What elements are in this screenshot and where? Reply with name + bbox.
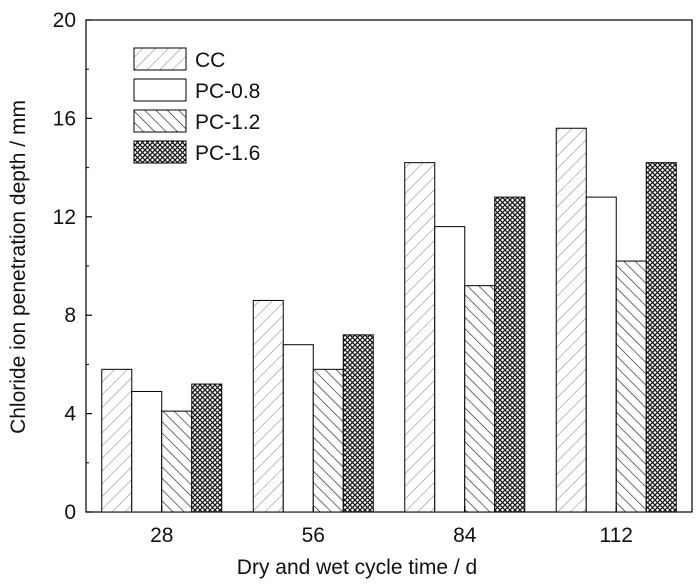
- bar-PC-0.8-112: [585, 196, 617, 513]
- bar-PC-0.8-56: [282, 344, 314, 513]
- legend-swatch-PC-0.8: [133, 78, 187, 102]
- y-tick-label-12: 12: [53, 206, 76, 229]
- bar-PC-1.6-112: [645, 162, 677, 513]
- x-tick-label-84: 84: [453, 524, 477, 547]
- bar-PC-1.2-56: [312, 368, 344, 513]
- bar-PC-1.2-28: [161, 410, 193, 513]
- bar-PC-1.2-112: [615, 260, 647, 513]
- bar-PC-0.8-84: [434, 226, 466, 513]
- y-axis: 0 4 8 12 16 20: [53, 9, 92, 524]
- bar-CC-28: [101, 368, 133, 513]
- legend-swatch-PC-1.2: [133, 109, 187, 133]
- x-tick-label-56: 56: [302, 524, 325, 547]
- legend-swatch-PC-1.6: [133, 140, 187, 164]
- bar-PC-1.6-28: [191, 383, 223, 513]
- x-tick-label-112: 112: [600, 524, 633, 547]
- legend-label-PC-1.6: PC-1.6: [195, 142, 260, 165]
- y-tick-label-16: 16: [53, 107, 76, 130]
- legend-label-PC-1.2: PC-1.2: [195, 111, 260, 134]
- y-axis-title: Chloride ion penetration depth / mm: [7, 100, 30, 434]
- legend-label-PC-0.8: PC-0.8: [195, 80, 260, 103]
- bar-CC-112: [555, 127, 587, 513]
- legend-swatch-CC: [133, 47, 187, 71]
- bar-PC-1.6-56: [342, 334, 374, 513]
- legend: CC PC-0.8 PC-1.2 PC-1.6: [133, 47, 260, 165]
- bar-PC-1.2-84: [464, 285, 496, 513]
- y-tick-label-4: 4: [64, 403, 76, 426]
- x-tick-label-28: 28: [150, 524, 173, 547]
- y-tick-label-8: 8: [64, 304, 76, 327]
- y-tick-label-20: 20: [53, 9, 76, 32]
- x-axis-title: Dry and wet cycle time / d: [237, 556, 477, 579]
- bar-PC-0.8-28: [131, 390, 163, 513]
- legend-label-CC: CC: [195, 49, 225, 72]
- bar-CC-84: [404, 162, 436, 513]
- x-axis: 28 56 84 112: [150, 506, 633, 547]
- bar-CC-56: [252, 299, 284, 513]
- y-tick-label-0: 0: [64, 501, 76, 524]
- bars-group: [101, 127, 677, 513]
- bar-PC-1.6-84: [494, 196, 526, 513]
